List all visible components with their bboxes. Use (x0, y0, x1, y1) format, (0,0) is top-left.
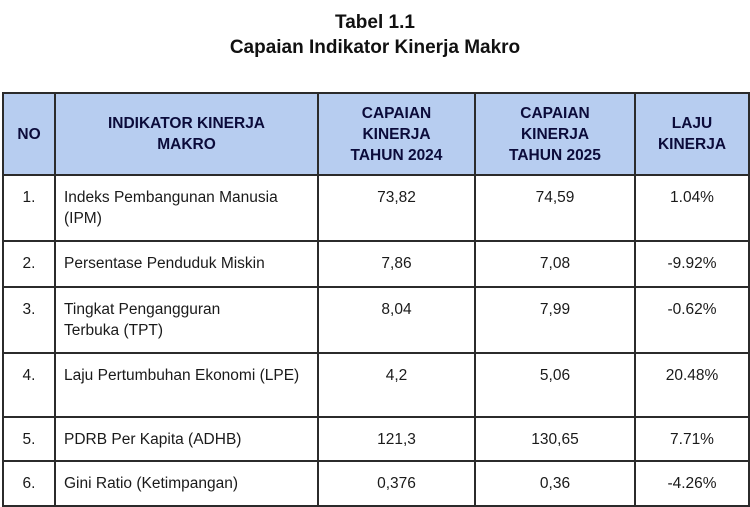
cell-no: 3. (2, 286, 56, 354)
table-row: 2. Persentase Penduduk Miskin 7,86 7,08 … (2, 240, 750, 288)
table-row: 6. Gini Ratio (Ketimpangan) 0,376 0,36 -… (2, 460, 750, 507)
cell-capaian-2025: 5,06 (474, 352, 636, 418)
cell-indikator: Indeks Pembangunan Manusia (IPM) (54, 174, 319, 242)
header-row: NO INDIKATOR KINERJA MAKRO CAPAIAN KINER… (2, 92, 750, 176)
cell-no: 1. (2, 174, 56, 242)
cell-capaian-2024: 0,376 (317, 460, 476, 507)
table-row: 1. Indeks Pembangunan Manusia (IPM) 73,8… (2, 174, 750, 242)
cell-indikator: Laju Pertumbuhan Ekonomi (LPE) (54, 352, 319, 418)
cell-no: 5. (2, 416, 56, 462)
cell-indikator: Tingkat Pengangguran Terbuka (TPT) (54, 286, 319, 354)
header-indikator: INDIKATOR KINERJA MAKRO (54, 92, 319, 176)
cell-capaian-2025: 0,36 (474, 460, 636, 507)
cell-laju: 7.71% (634, 416, 750, 462)
cell-no: 4. (2, 352, 56, 418)
cell-capaian-2024: 73,82 (317, 174, 476, 242)
cell-laju: -9.92% (634, 240, 750, 288)
table-number: Tabel 1.1 (335, 12, 415, 33)
header-laju: LAJU KINERJA (634, 92, 750, 176)
table-caption: Tabel 1.1 Capaian Indikator Kinerja Makr… (0, 10, 750, 60)
cell-indikator: Persentase Penduduk Miskin (54, 240, 319, 288)
cell-capaian-2025: 130,65 (474, 416, 636, 462)
cell-capaian-2024: 4,2 (317, 352, 476, 418)
header-capaian-2025: CAPAIAN KINERJA TAHUN 2025 (474, 92, 636, 176)
cell-no: 2. (2, 240, 56, 288)
cell-capaian-2024: 8,04 (317, 286, 476, 354)
cell-no: 6. (2, 460, 56, 507)
cell-indikator: PDRB Per Kapita (ADHB) (54, 416, 319, 462)
table-row: 5. PDRB Per Kapita (ADHB) 121,3 130,65 7… (2, 416, 750, 462)
table-row: 4. Laju Pertumbuhan Ekonomi (LPE) 4,2 5,… (2, 352, 750, 418)
cell-capaian-2025: 7,08 (474, 240, 636, 288)
cell-capaian-2024: 121,3 (317, 416, 476, 462)
header-no: NO (2, 92, 56, 176)
cell-capaian-2025: 7,99 (474, 286, 636, 354)
header-capaian-2024: CAPAIAN KINERJA TAHUN 2024 (317, 92, 476, 176)
cell-indikator: Gini Ratio (Ketimpangan) (54, 460, 319, 507)
cell-capaian-2024: 7,86 (317, 240, 476, 288)
indicator-table: NO INDIKATOR KINERJA MAKRO CAPAIAN KINER… (2, 92, 750, 507)
table-row: 3. Tingkat Pengangguran Terbuka (TPT) 8,… (2, 286, 750, 354)
cell-capaian-2025: 74,59 (474, 174, 636, 242)
cell-laju: 1.04% (634, 174, 750, 242)
cell-laju: -0.62% (634, 286, 750, 354)
cell-laju: -4.26% (634, 460, 750, 507)
cell-laju: 20.48% (634, 352, 750, 418)
table-title: Capaian Indikator Kinerja Makro (229, 37, 521, 58)
